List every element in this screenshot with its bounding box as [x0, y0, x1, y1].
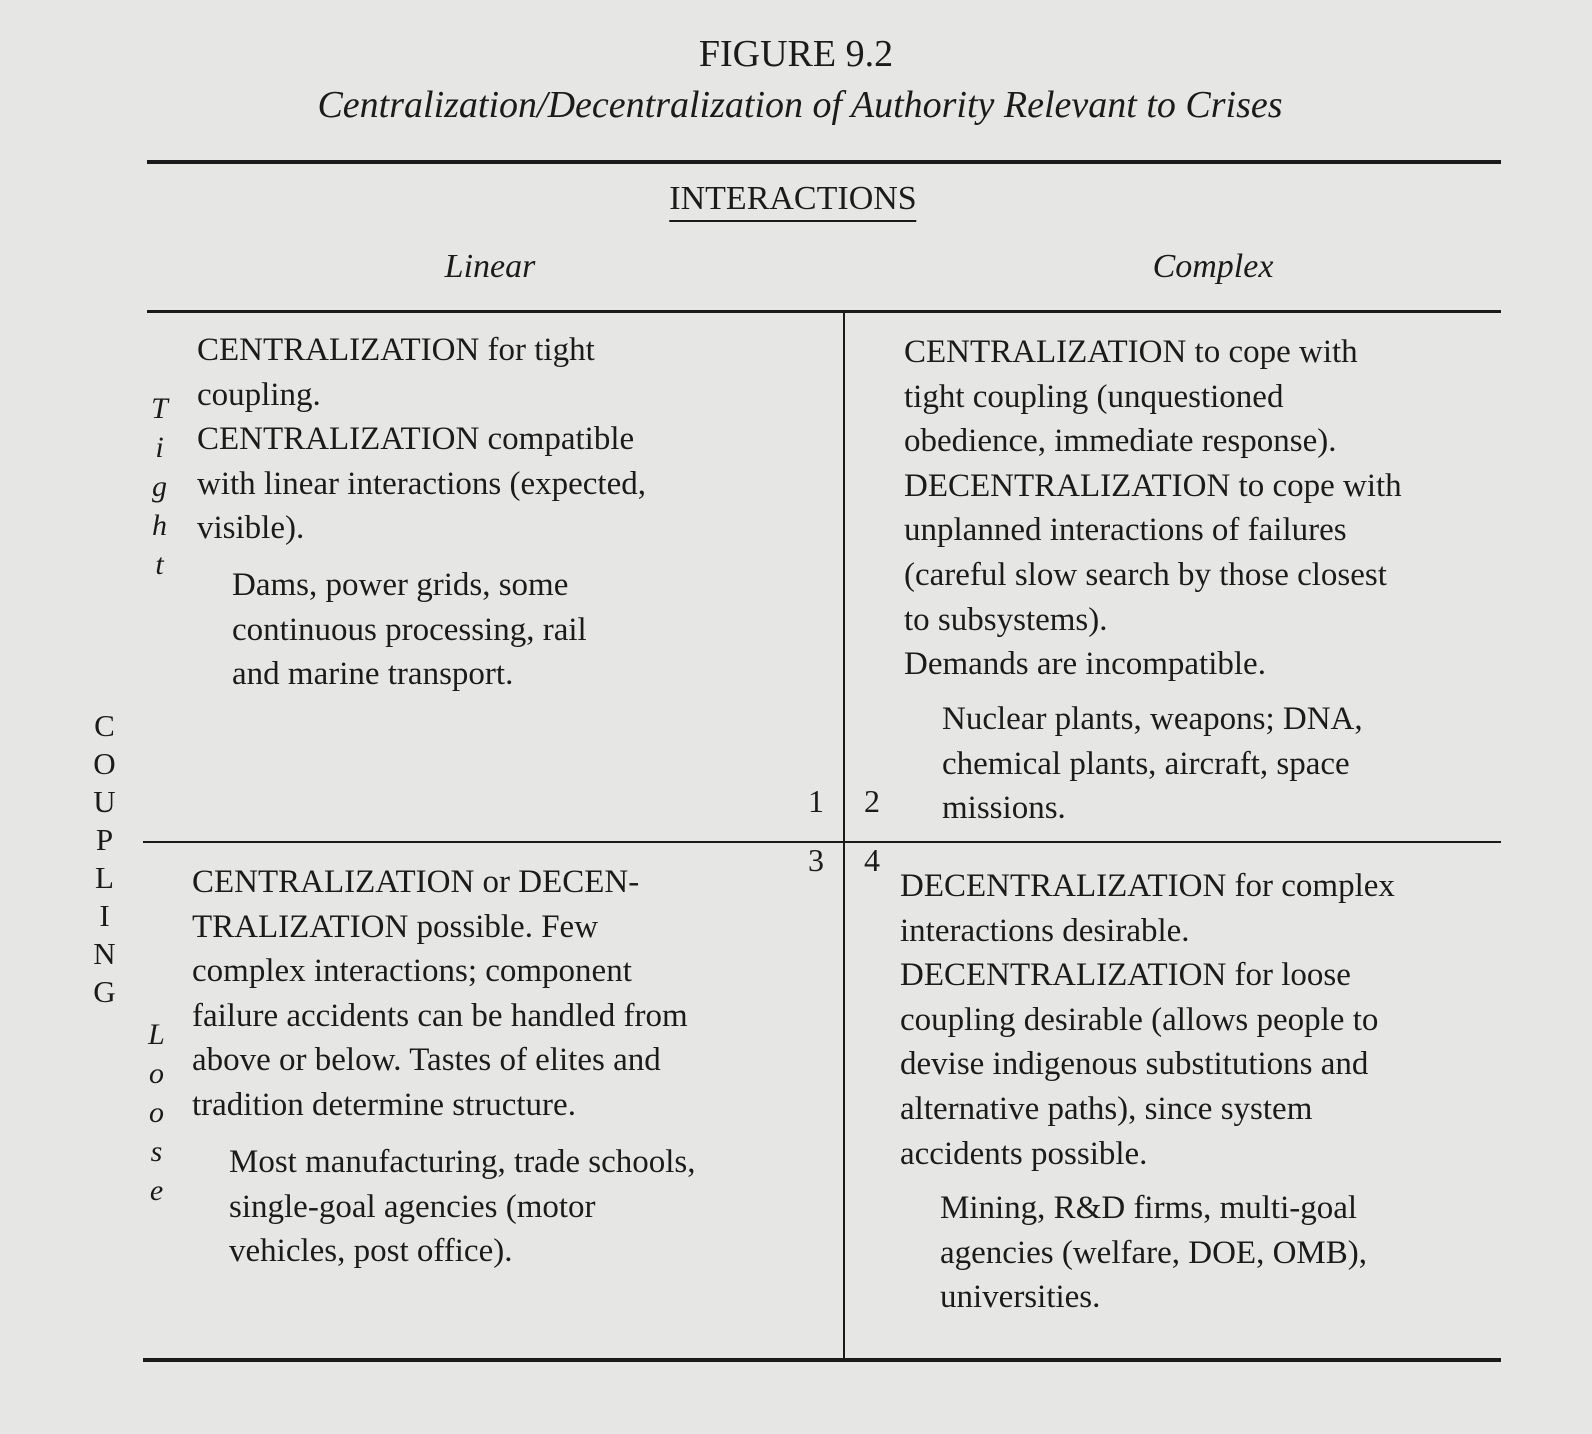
cell-example-line: Most manufacturing, trade schools,: [229, 1144, 696, 1180]
column-divider: [843, 312, 845, 1362]
top-rule: [147, 160, 1501, 164]
cell-text-line: failure accidents can be handled from: [192, 997, 688, 1034]
cell-text-line: alternative paths), since system: [900, 1091, 1313, 1127]
cell-example-line: chemical plants, aircraft, space: [942, 745, 1350, 782]
cell-text-line: accidents possible.: [900, 1135, 1148, 1172]
cell-example-line: agencies (welfare, DOE, OMB),: [940, 1234, 1368, 1271]
cell-text-line: TRALIZATION possible. Few: [192, 908, 599, 945]
cell-text-line: DECENTRALIZATION for complex: [900, 868, 1395, 904]
cell-example-line: Dams, power grids, some: [232, 567, 569, 603]
row-header: Loose: [140, 1018, 173, 1213]
cell-example-line: continuous processing, rail: [232, 611, 587, 648]
cell-example-line: Mining, R&D firms, multi-goal: [940, 1190, 1358, 1226]
cell-number: 4: [864, 842, 880, 878]
cell-text-line: coupling.: [197, 376, 321, 413]
figure-label: FIGURE 9.2: [698, 33, 894, 75]
cell-text-line: DECENTRALIZATION to cope with: [904, 467, 1402, 504]
cell-number: 2: [864, 783, 880, 819]
cell-text-line: CENTRALIZATION compatible: [197, 421, 635, 458]
cell-text-line: unplanned interactions of failures: [904, 512, 1347, 549]
cell-text-line: coupling desirable (allows people to: [900, 1001, 1379, 1038]
cell-text-line: interactions desirable.: [900, 912, 1190, 949]
cell-text-line: tradition determine structure.: [192, 1087, 576, 1123]
header-rule: [147, 310, 1501, 313]
row-axis-title: COUPLING: [87, 708, 122, 1012]
cell-text-line: CENTRALIZATION or DECEN-: [192, 864, 640, 900]
cell-text-line: devise indigenous substitutions and: [900, 1046, 1369, 1083]
cell-example-line: Nuclear plants, weapons; DNA,: [942, 701, 1363, 737]
cell-text-line: with linear interactions (expected,: [197, 465, 646, 502]
figure-title: Centralization/Decentralization of Autho…: [317, 84, 1283, 126]
cell-text-line: DECENTRALIZATION for loose: [900, 957, 1351, 994]
cell-text-line: tight coupling (unquestioned: [904, 378, 1284, 415]
cell-example-line: vehicles, post office).: [229, 1233, 513, 1270]
row-header: Tight: [143, 392, 176, 587]
cell-text-line: to subsystems).: [904, 601, 1108, 638]
cell-text-line: above or below. Tastes of elites and: [192, 1042, 661, 1079]
column-header: Complex: [1152, 248, 1274, 285]
cell-example-line: missions.: [942, 790, 1066, 827]
bottom-rule: [143, 1358, 1501, 1362]
cell-text-line: visible).: [197, 510, 305, 547]
column-axis-title: INTERACTIONS: [669, 180, 917, 222]
column-header: Linear: [444, 248, 536, 285]
cell-text-line: (careful slow search by those closest: [904, 557, 1387, 593]
row-divider: [143, 841, 1501, 843]
cell-text-line: Demands are incompatible.: [904, 646, 1266, 683]
cell-example-line: and marine transport.: [232, 656, 514, 693]
cell-text-line: CENTRALIZATION for tight: [197, 332, 595, 368]
cell-text-line: complex interactions; component: [192, 953, 632, 990]
cell-example-line: single-goal agencies (motor: [229, 1188, 596, 1225]
cell-number: 3: [808, 842, 824, 878]
cell-example-line: universities.: [940, 1279, 1101, 1316]
cell-text-line: CENTRALIZATION to cope with: [904, 334, 1358, 370]
cell-text-line: obedience, immediate response).: [904, 423, 1337, 460]
cell-number: 1: [808, 783, 824, 819]
